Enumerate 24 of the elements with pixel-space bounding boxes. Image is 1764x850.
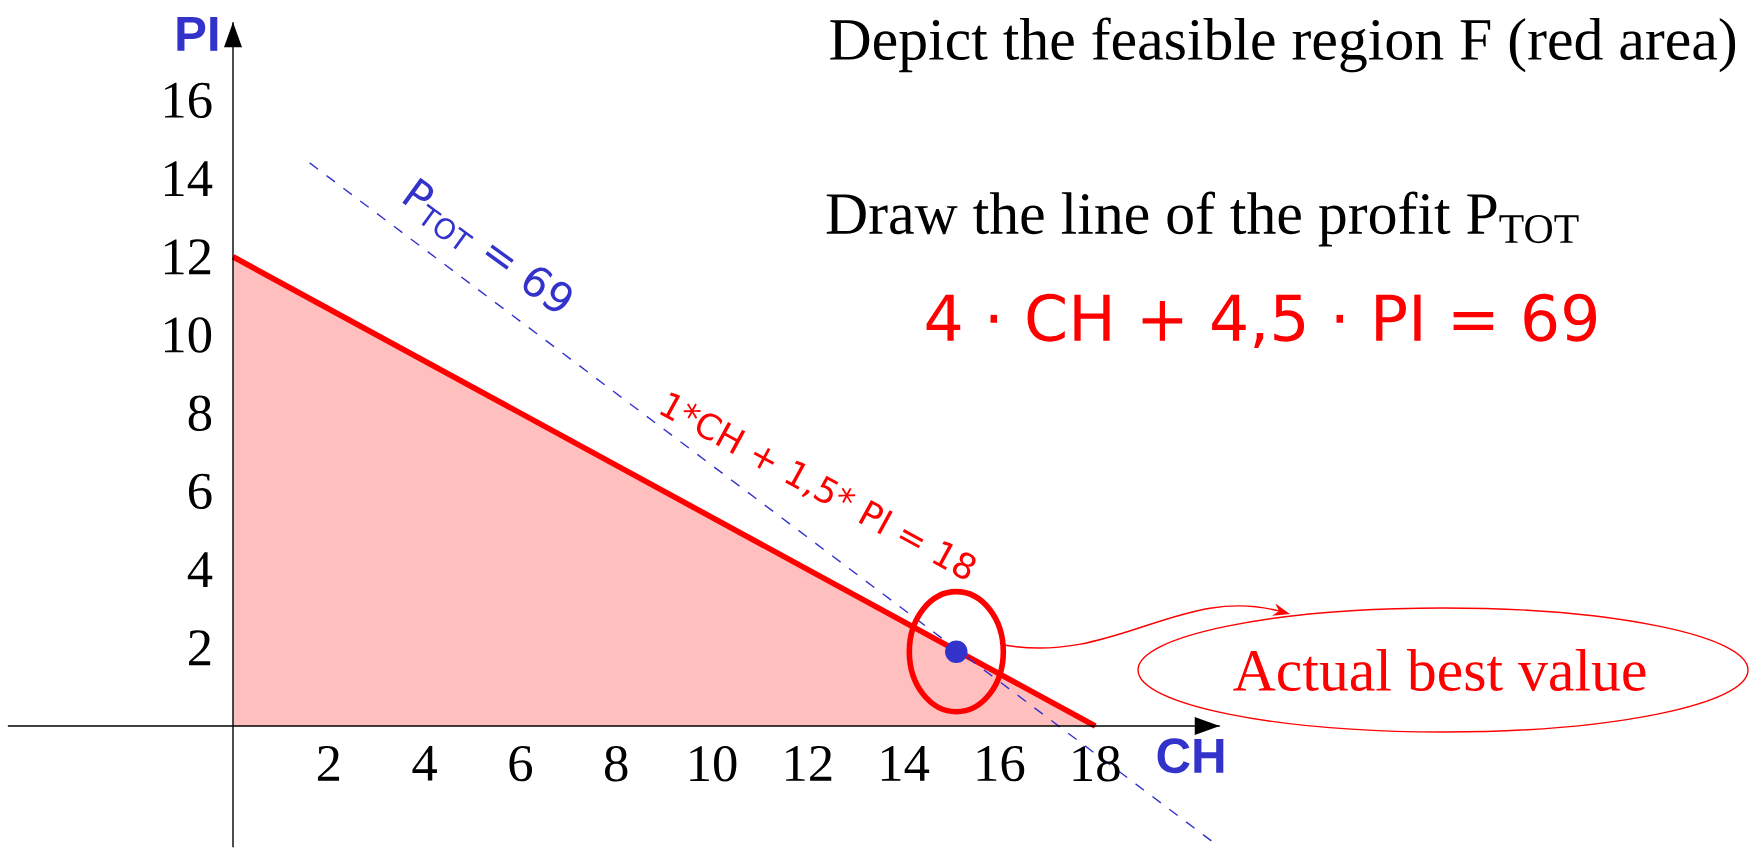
y-tick-label: 2 — [189, 630, 211, 666]
x-axis-title: CH — [1157, 738, 1224, 774]
y-tick-label: 4 — [187, 552, 213, 587]
y-axis-title: PI — [177, 16, 218, 51]
x-tick-label: 2 — [317, 745, 340, 781]
annotation: P$_{TOT}$ = 69 — [402, 177, 572, 312]
x-tick-label: 16 — [977, 745, 1025, 782]
y-tick-label: 14 — [164, 161, 213, 196]
x-tick-label: 8 — [605, 745, 628, 782]
chart-title: Depict the feasible region F (red area) — [830, 17, 1736, 73]
y-tick-label: 6 — [188, 473, 212, 510]
x-tick-label: 18 — [1073, 745, 1120, 782]
x-tick-label: 14 — [881, 745, 930, 781]
x-tick-label: 10 — [690, 745, 737, 782]
y-tick-label: 8 — [188, 395, 212, 431]
x-tick-label: 6 — [509, 745, 533, 782]
y-tick-label: 12 — [164, 239, 211, 275]
x-tick-label: 12 — [786, 745, 832, 781]
text: Actual best value — [1233, 648, 1646, 692]
x-tick-label: 4 — [412, 745, 437, 781]
annotation: Draw the line of the profit P$_{TOT}$ — [826, 191, 1579, 247]
y-tick-label: 10 — [164, 317, 212, 353]
y-tick-label: 16 — [164, 82, 212, 119]
annotation: 4 · CH + 4,5 · PI = 69 — [926, 293, 1597, 349]
